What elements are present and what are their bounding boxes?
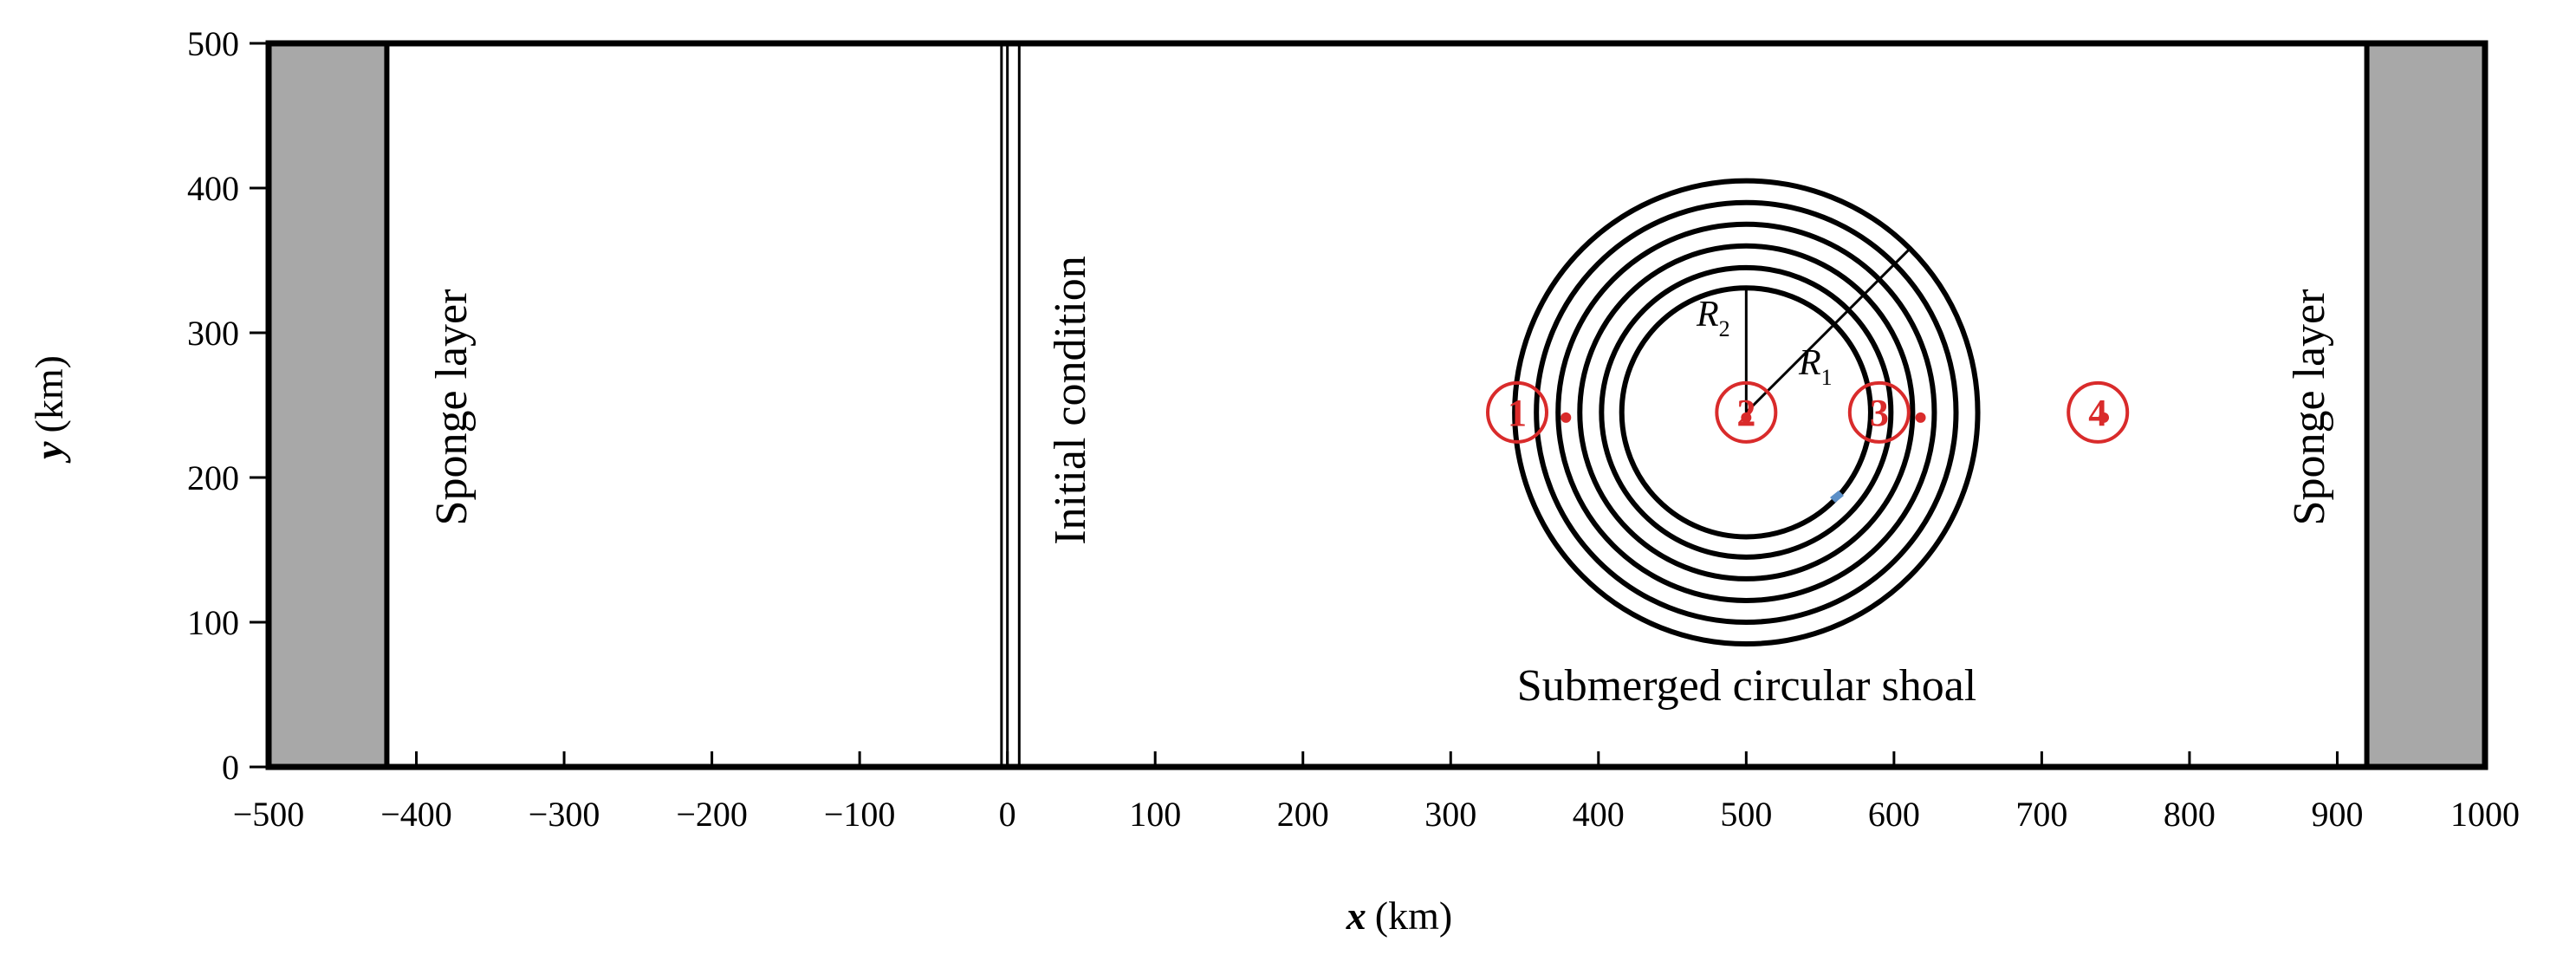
x-tick-label: 1000 [2450, 795, 2520, 834]
gauge-1: 1 [1486, 380, 1572, 444]
x-tick-label: 200 [1277, 795, 1329, 834]
x-tick-label: 300 [1424, 795, 1476, 834]
y-axis-ticks: 0 100 200 300 400 500 [187, 24, 269, 787]
y-tick-label: 500 [187, 24, 239, 63]
shoal-ring [1599, 264, 1894, 560]
gauge-label: 1 [1508, 392, 1527, 434]
gauge-circle [1715, 380, 1778, 444]
radius-r1-label: R1 [1798, 343, 1833, 390]
gauge-label: 4 [2088, 392, 2107, 434]
gauge-point [2099, 412, 2110, 423]
y-tick-label: 400 [187, 169, 239, 208]
small-marker-icon [1830, 490, 1844, 503]
shoal-rings [1512, 178, 1981, 647]
sponge-layer-left-label: Sponge layer [427, 289, 477, 526]
plot-frame [265, 40, 2488, 770]
x-tick-label: −500 [233, 795, 305, 834]
gauge-3: 3 [1847, 380, 1926, 444]
x-tick-label: 800 [2164, 795, 2216, 834]
y-tick-label: 100 [187, 603, 239, 642]
sponge-layer-right [2364, 41, 2488, 770]
shoal-label: Submerged circular shoal [1517, 661, 1976, 711]
x-tick-label: 100 [1129, 795, 1181, 834]
y-tick-label: 200 [187, 458, 239, 497]
gauge-circle [2067, 380, 2130, 444]
gauge-circle [1486, 380, 1549, 444]
x-tick-label: −300 [529, 795, 600, 834]
gauge-label: 3 [1870, 392, 1889, 434]
gauge-2: 2 [1715, 380, 1778, 444]
gauge-markers: 1 2 3 4 [1486, 380, 2130, 444]
sponge-layer-right-label: Sponge layer [2285, 289, 2334, 526]
initial-condition-lines [1000, 43, 1021, 767]
gauge-point [1561, 412, 1572, 423]
x-tick-label: 700 [2015, 795, 2067, 834]
x-tick-label: 400 [1573, 795, 1625, 834]
gauge-point [1915, 412, 1926, 423]
x-axis-ticks: −500 −400 −300 −200 −100 0 100 200 300 400 500 600 7… [233, 751, 2520, 834]
x-tick-label: −200 [676, 795, 748, 834]
shoal-ring [1555, 221, 1937, 603]
shoal-ring [1577, 243, 1916, 581]
gauge-point [1741, 412, 1752, 423]
radius-r1-line [1745, 247, 1911, 413]
radius-r2-label: R2 [1696, 295, 1730, 341]
sponge-layer-left [266, 41, 390, 770]
y-axis-title: y(km) [27, 355, 71, 464]
shoal-ring [1512, 178, 1981, 647]
gauge-4: 4 [2067, 380, 2130, 444]
x-tick-label: −400 [380, 795, 452, 834]
x-tick-label: 900 [2311, 795, 2363, 834]
y-tick-label: 300 [187, 314, 239, 353]
x-tick-label: 0 [999, 795, 1016, 834]
x-tick-label: 500 [1720, 795, 1772, 834]
x-axis-title: x (km) [1346, 893, 1452, 938]
x-tick-label: −100 [824, 795, 896, 834]
shoal-ring [1534, 199, 1959, 625]
y-tick-label: 0 [222, 748, 239, 787]
initial-condition-label: Initial condition [1046, 256, 1095, 545]
gauge-circle [1847, 380, 1911, 444]
x-tick-label: 600 [1868, 795, 1920, 834]
